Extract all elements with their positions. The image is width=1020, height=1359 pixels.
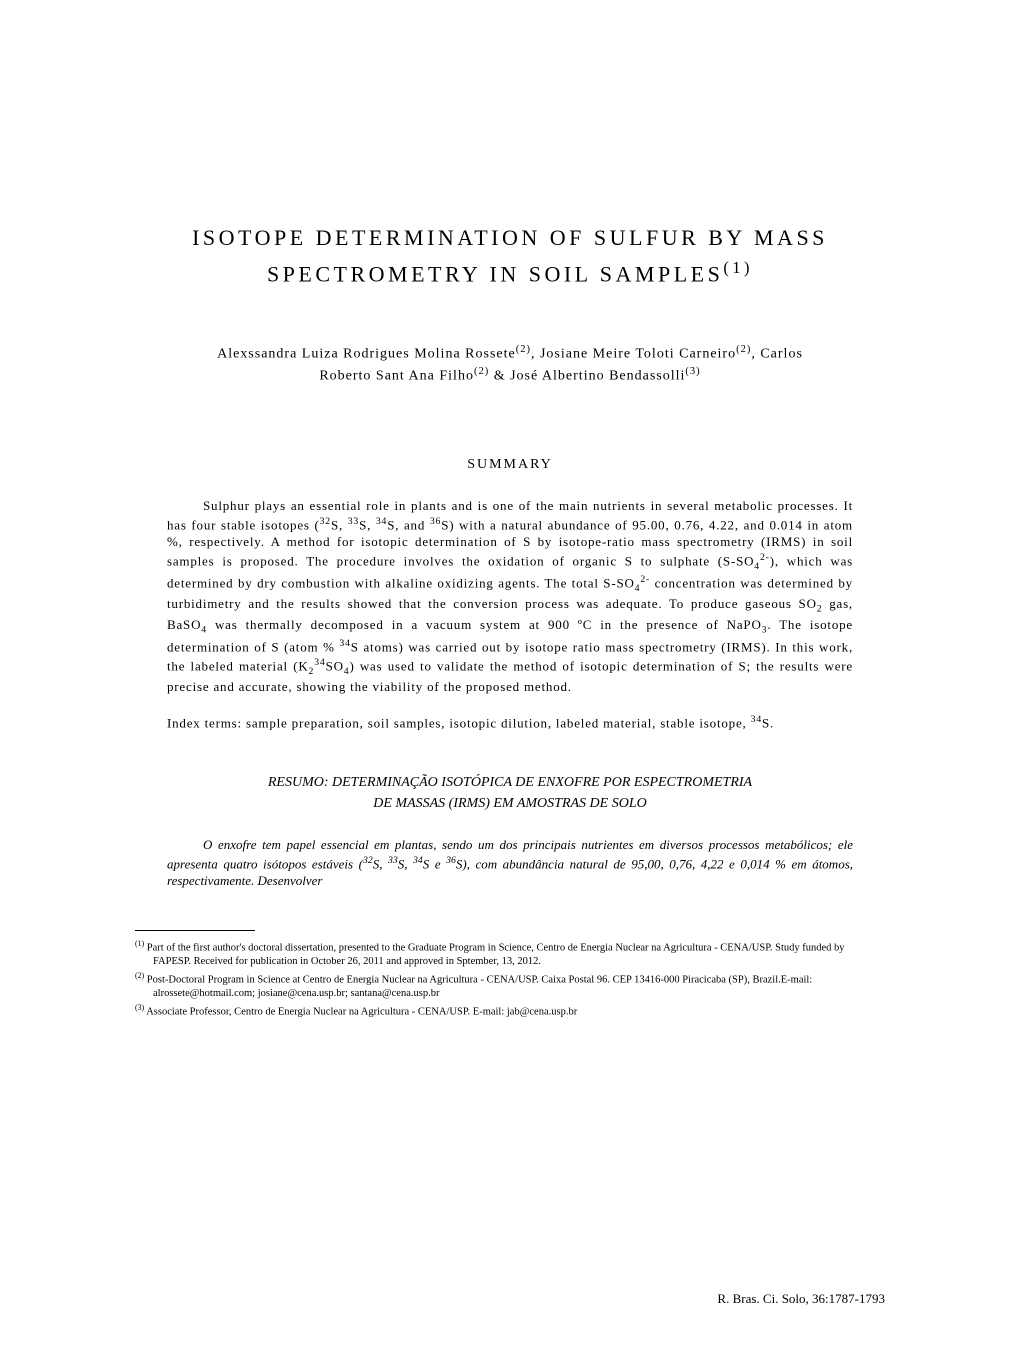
author-4-ref: (3) [685,366,700,377]
article-title: ISOTOPE DETERMINATION OF SULFUR BY MASS … [135,220,885,292]
footnote-3-marker: (3) [135,1003,144,1012]
author-1-ref: (2) [516,344,531,355]
resumo-heading-line-2: DE MASSAS (IRMS) EM AMOSTRAS DE SOLO [373,796,646,811]
author-4: & José Albertino Bendassolli [489,369,685,384]
footnotes-block: (1) Part of the first author's doctoral … [135,939,885,1019]
author-3-ref: (2) [474,366,489,377]
footnote-3: (3) Associate Professor, Centro de Energ… [153,1003,885,1019]
author-2-ref: (2) [736,344,751,355]
author-2-tail: , Carlos [751,346,803,361]
journal-footer: R. Bras. Ci. Solo, 36:1787-1793 [717,1291,885,1307]
footnote-2-marker: (2) [135,971,144,980]
author-sep-1: , Josiane Meire Toloti Carneiro [531,346,736,361]
title-footnote-ref: (1) [723,258,753,277]
summary-heading: SUMMARY [135,457,885,473]
footnote-rule [135,930,255,931]
title-line-2: SPECTROMETRY IN SOIL SAMPLES [267,262,723,287]
author-1: Alexssandra Luiza Rodrigues Molina Rosse… [217,346,516,361]
footnote-2: (2) Post-Doctoral Program in Science at … [153,971,885,1001]
footnote-2-text: Post-Doctoral Program in Science at Cent… [144,974,812,999]
index-terms: Index terms: sample preparation, soil sa… [167,713,853,732]
footnote-1-text: Part of the first author's doctoral diss… [144,942,844,967]
title-line-1: ISOTOPE DETERMINATION OF SULFUR BY MASS [192,225,828,250]
resumo-heading: RESUMO: DETERMINAÇÃO ISOTÓPICA DE ENXOFR… [167,772,853,814]
resumo-paragraph: O enxofre tem papel essencial em plantas… [167,836,853,890]
author-3: Roberto Sant Ana Filho [319,369,474,384]
authors-block: Alexssandra Luiza Rodrigues Molina Rosse… [135,342,885,387]
summary-paragraph: Sulphur plays an essential role in plant… [167,497,853,695]
footnote-1: (1) Part of the first author's doctoral … [153,939,885,969]
resumo-heading-line-1: RESUMO: DETERMINAÇÃO ISOTÓPICA DE ENXOFR… [268,775,752,790]
footnote-1-marker: (1) [135,939,144,948]
footnote-3-text: Associate Professor, Centro de Energia N… [144,1006,577,1017]
